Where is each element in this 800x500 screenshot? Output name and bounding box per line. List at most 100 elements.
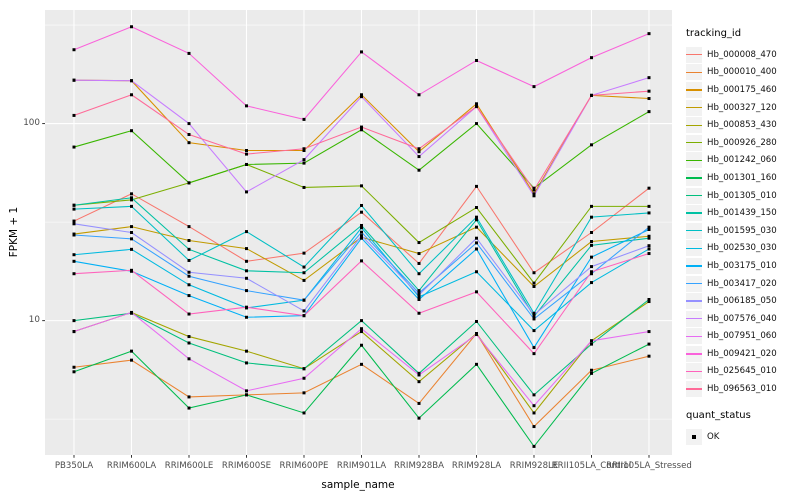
legend-key-line-icon [686,205,702,222]
data-point [130,79,133,83]
legend-item-Hb_002530_030: Hb_002530_030 [686,240,798,258]
legend-item-Hb_001242_060: Hb_001242_060 [686,152,798,170]
data-point [130,231,133,235]
data-point [187,294,191,298]
data-point [187,239,191,243]
data-point [417,155,421,159]
data-point [647,342,651,346]
data-point [360,234,363,238]
legend-item-Hb_000926_280: Hb_000926_280 [686,134,798,152]
data-point [72,370,76,374]
data-point [72,219,76,223]
data-point [360,236,363,240]
legend-item-Hb_001301_160: Hb_001301_160 [686,169,798,187]
data-point [360,93,363,97]
legend-label: Hb_025645_010 [707,366,777,377]
data-point [532,281,536,285]
data-point [187,312,191,316]
data-point [302,411,306,415]
legend-key-line-icon [686,152,702,169]
x-tick-label: RRIM600PE [279,461,329,471]
data-point [187,122,191,126]
data-point [417,168,421,172]
legend-label: Hb_009421_020 [707,348,777,359]
legend-key-line-icon [686,363,702,380]
panel-background [45,10,672,455]
data-point [475,290,478,294]
legend-key-line-icon [686,257,702,274]
y-tick-label: 100 [23,118,40,129]
x-tick-label: RRIM901LA [336,461,387,471]
data-point [417,261,421,265]
data-point [532,393,536,397]
data-point [130,25,133,29]
data-point [130,237,133,241]
data-point [417,295,421,299]
legend-label: Hb_002530_030 [707,243,777,254]
data-point [475,362,478,366]
data-point [245,315,248,319]
legend-label: Hb_000926_280 [707,137,777,148]
data-point [360,230,363,234]
data-point [590,371,593,375]
data-point [245,104,248,108]
data-point [647,76,651,80]
data-point [532,444,536,448]
legend-key-line-icon [686,64,702,81]
data-point [532,194,536,198]
data-point [475,102,478,106]
legend-key-line-icon [686,328,702,345]
data-point [417,311,421,315]
legend-label: Hb_001305_010 [707,190,777,201]
legend-key-line-icon [686,99,702,116]
legend-item-Hb_001595_030: Hb_001595_030 [686,222,798,240]
data-point [647,228,651,232]
legend-item-Hb_001305_010: Hb_001305_010 [686,187,798,205]
x-axis-title: sample_name [321,479,395,491]
data-point [130,310,133,314]
data-point [360,128,363,132]
data-point [532,314,536,318]
data-point [245,190,248,194]
data-point [647,236,651,240]
data-point [590,265,593,269]
data-point [417,373,421,377]
data-point [647,297,651,301]
legend-item-Hb_006185_050: Hb_006185_050 [686,292,798,310]
data-point [475,247,478,251]
data-point [187,283,191,287]
data-point [590,240,593,244]
legend-item-Hb_000175_460: Hb_000175_460 [686,81,798,99]
data-point [532,188,536,192]
legend-item-Hb_096563_010: Hb_096563_010 [686,380,798,398]
data-point [647,211,651,215]
legend-key-line-icon [686,81,702,98]
data-point [360,95,363,99]
data-point [130,358,133,362]
data-point [417,291,421,295]
data-point [532,329,536,333]
data-point [245,149,248,153]
data-point [72,365,76,369]
data-point [72,113,76,117]
data-point [302,271,306,275]
data-point [532,192,536,196]
data-point [130,192,133,196]
data-point [72,253,76,257]
data-point [245,152,248,156]
data-point [130,129,133,133]
legend-key-line-icon [686,117,702,134]
data-point [245,276,248,280]
data-point [130,196,133,200]
data-point [245,230,248,234]
data-point [590,368,593,372]
data-point [130,268,133,272]
x-tick-label: RRIM928LE [509,461,559,471]
data-point [475,58,478,62]
data-point [417,297,421,301]
data-point [360,210,363,214]
data-point [72,319,76,323]
data-point [72,78,76,82]
data-point [647,300,651,304]
x-tick-label: PB350LA [54,461,94,471]
